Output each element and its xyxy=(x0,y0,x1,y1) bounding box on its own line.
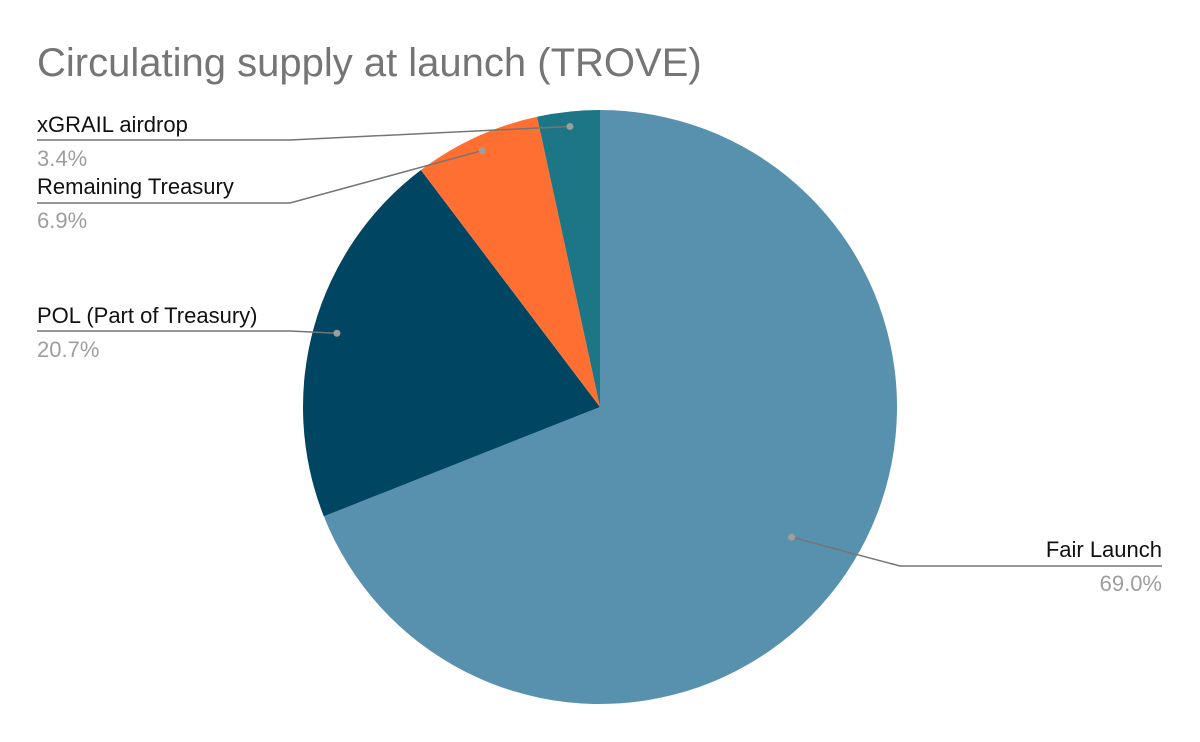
slice-labels: Fair Launch 69.0% POL (Part of Treasury) 20… xyxy=(37,112,1162,596)
slice-label-fair-launch: Fair Launch xyxy=(1046,537,1162,562)
leader-line-xgrail-airdrop xyxy=(37,125,570,141)
leader-line-fair-launch xyxy=(791,536,1162,567)
pie-slices xyxy=(303,110,897,704)
slice-label-xgrail-airdrop: xGRAIL airdrop xyxy=(37,112,188,137)
pie-slice-pol-part-of-treasury xyxy=(303,170,600,517)
slice-label-pol-part-of-treasury: POL (Part of Treasury) xyxy=(37,303,257,328)
slice-label-remaining-treasury: Remaining Treasury xyxy=(37,174,234,199)
pie-slice-remaining-treasury xyxy=(420,116,600,407)
slice-percent-fair-launch: 69.0% xyxy=(1100,571,1162,596)
leader-line-remaining-treasury xyxy=(37,149,483,204)
leader-dot-xgrail-airdrop xyxy=(566,122,574,130)
leader-lines xyxy=(37,122,1162,567)
chart-title: Circulating supply at launch (TROVE) xyxy=(37,41,702,85)
leader-dot-pol-part-of-treasury xyxy=(333,329,341,337)
pie-slice-fair-launch xyxy=(323,110,897,704)
leader-dot-remaining-treasury xyxy=(478,147,486,155)
leader-dot-fair-launch xyxy=(788,533,796,541)
slice-percent-xgrail-airdrop: 3.4% xyxy=(37,146,87,171)
slice-percent-remaining-treasury: 6.9% xyxy=(37,208,87,233)
leader-line-pol-part-of-treasury xyxy=(37,330,337,334)
slice-percent-pol-part-of-treasury: 20.7% xyxy=(37,337,99,362)
pie-slice-xgrail-airdrop xyxy=(537,110,600,407)
